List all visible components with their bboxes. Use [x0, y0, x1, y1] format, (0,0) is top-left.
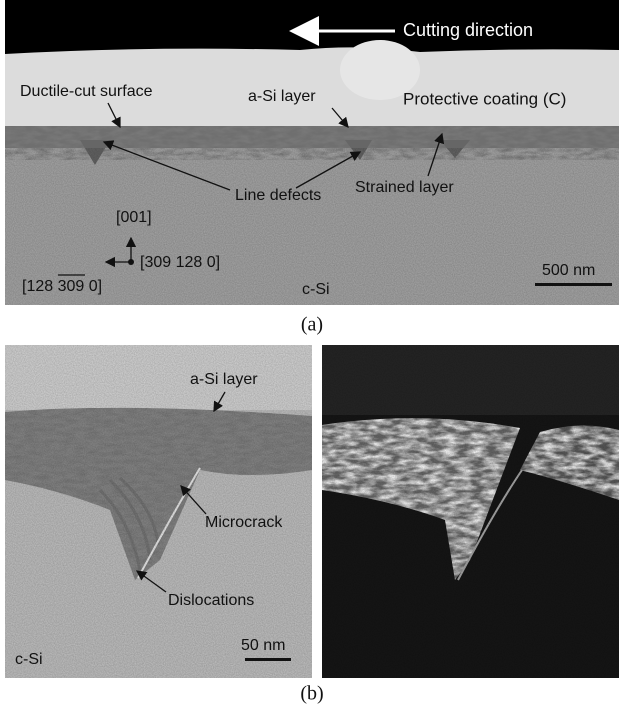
- label: c-Si: [15, 651, 43, 668]
- label: Dislocations: [168, 592, 254, 609]
- label: Cutting direction: [403, 20, 533, 40]
- label: a-Si layer: [248, 88, 316, 105]
- label: [309 128 0]: [140, 254, 220, 271]
- label: a-Si layer: [190, 371, 258, 388]
- panel-a-image: [5, 0, 619, 305]
- panel-b-right-image: [322, 345, 619, 678]
- label: Strained layer: [355, 179, 454, 196]
- label: c-Si: [302, 281, 330, 298]
- label: Protective coating (C): [403, 89, 566, 108]
- scale-label: 50 nm: [241, 637, 285, 654]
- scale-label: 500 nm: [542, 262, 595, 279]
- label: Line defects: [235, 187, 321, 204]
- label: Microcrack: [205, 514, 283, 531]
- label: [001]: [116, 209, 152, 226]
- scale-bar: [535, 283, 612, 286]
- figure: Cutting direction Ductile-cut surface a-…: [0, 0, 624, 706]
- panel-label: (a): [301, 314, 323, 336]
- panel-label: (b): [300, 683, 323, 705]
- panel-b-left-image: [5, 345, 312, 678]
- scale-bar: [245, 658, 291, 661]
- label: Ductile-cut surface: [20, 83, 153, 100]
- label: [128 309 0]: [22, 278, 102, 295]
